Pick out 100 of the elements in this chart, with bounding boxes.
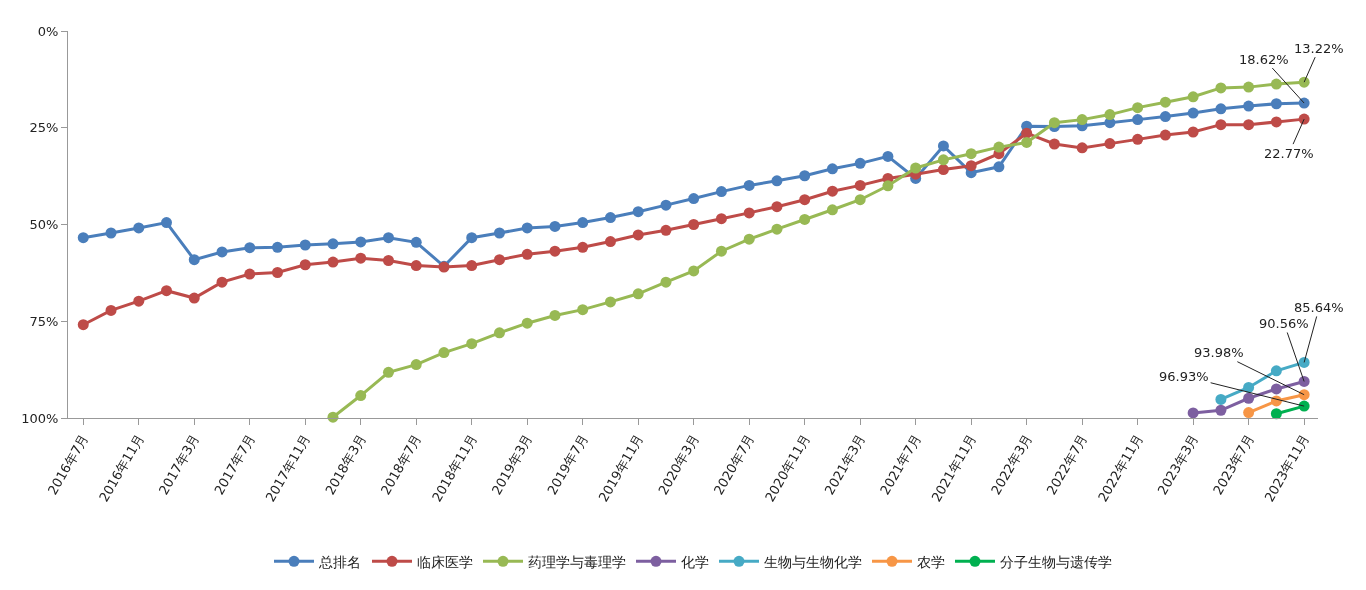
point (632, 288, 644, 300)
point (133, 295, 145, 307)
point (1048, 138, 1060, 150)
point (577, 304, 589, 316)
point (1187, 126, 1199, 138)
point (1215, 82, 1227, 94)
legend-label: 化学 (681, 553, 709, 570)
point (410, 359, 422, 371)
point (1187, 407, 1199, 419)
point (1187, 107, 1199, 119)
point (799, 170, 811, 182)
point (910, 162, 922, 174)
point (271, 241, 283, 253)
y-tick-label: 0% (37, 23, 59, 39)
data-label: 93.98% (1194, 345, 1244, 360)
point (493, 327, 505, 339)
data-label: 22.77% (1264, 146, 1314, 161)
point (715, 213, 727, 225)
point (743, 207, 755, 219)
point (660, 199, 672, 211)
point (688, 193, 700, 205)
point (632, 206, 644, 218)
point (854, 157, 866, 169)
point (521, 317, 533, 329)
point (743, 179, 755, 191)
point (216, 246, 228, 258)
point (521, 248, 533, 260)
point (244, 268, 256, 280)
point (493, 227, 505, 239)
point (771, 201, 783, 213)
point (743, 233, 755, 245)
point (1187, 91, 1199, 103)
point (1270, 98, 1282, 110)
point (327, 256, 339, 268)
point (937, 164, 949, 176)
point (1298, 356, 1310, 368)
y-tick-label: 50% (29, 217, 59, 233)
point (1132, 114, 1144, 126)
point (826, 204, 838, 216)
point (660, 276, 672, 288)
point (216, 276, 228, 288)
point (771, 223, 783, 235)
point (1243, 100, 1255, 112)
point (1215, 103, 1227, 115)
point (188, 292, 200, 304)
point (688, 219, 700, 230)
point (549, 309, 561, 321)
point (1076, 114, 1088, 126)
point (299, 259, 311, 271)
point (1270, 116, 1282, 128)
point (937, 140, 949, 152)
point (1132, 133, 1144, 145)
point (410, 260, 422, 272)
point (1159, 96, 1171, 108)
point (161, 285, 172, 297)
point (466, 338, 478, 350)
point (937, 154, 949, 166)
point (1215, 393, 1227, 405)
legend-label: 分子生物与遗传学 (1000, 553, 1112, 570)
point (604, 296, 616, 308)
point (105, 304, 117, 316)
point (1215, 404, 1227, 416)
point (1298, 375, 1310, 387)
point (882, 180, 894, 192)
point (549, 245, 561, 257)
point (244, 242, 256, 254)
point (355, 236, 367, 248)
point (854, 194, 866, 206)
point (327, 238, 339, 250)
point (604, 212, 616, 224)
point (1104, 109, 1116, 121)
legend-label: 农学 (917, 553, 945, 570)
point (1270, 365, 1282, 377)
point (993, 141, 1005, 153)
point (1104, 138, 1116, 150)
data-label: 85.64% (1294, 300, 1344, 315)
point (826, 163, 838, 175)
point (660, 224, 672, 236)
point (105, 227, 117, 239)
point (382, 232, 394, 244)
point (1243, 392, 1255, 404)
data-label: 96.93% (1159, 369, 1209, 384)
point (1159, 111, 1171, 123)
point (1076, 142, 1088, 154)
point (1215, 119, 1227, 131)
point (1243, 81, 1255, 93)
point (826, 185, 838, 197)
point (1270, 408, 1282, 420)
point (1270, 383, 1282, 395)
y-tick-label: 25% (29, 120, 59, 136)
point (1243, 119, 1255, 131)
legend-label: 生物与生物化学 (764, 553, 862, 570)
legend-label: 总排名 (318, 553, 361, 570)
point (466, 260, 478, 272)
point (854, 179, 866, 191)
point (521, 222, 533, 234)
point (549, 220, 561, 232)
point (715, 245, 727, 257)
point (1298, 389, 1310, 401)
point (271, 266, 283, 278)
